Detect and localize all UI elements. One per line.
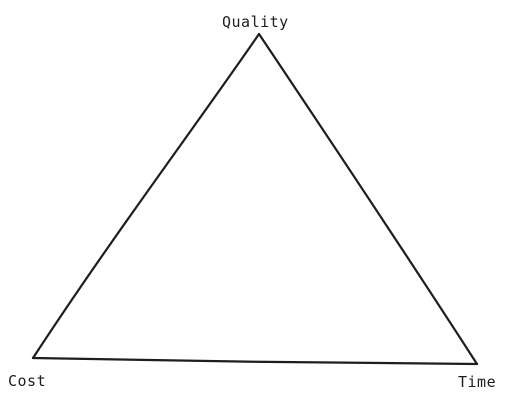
edge-cost-time (31, 356, 479, 366)
vertex-label-cost: Cost (8, 372, 46, 390)
edge-quality-cost (31, 32, 261, 360)
vertex-label-time: Time (458, 373, 496, 391)
edge-quality-time (257, 32, 479, 366)
vertex-label-quality: Quality (222, 13, 289, 31)
